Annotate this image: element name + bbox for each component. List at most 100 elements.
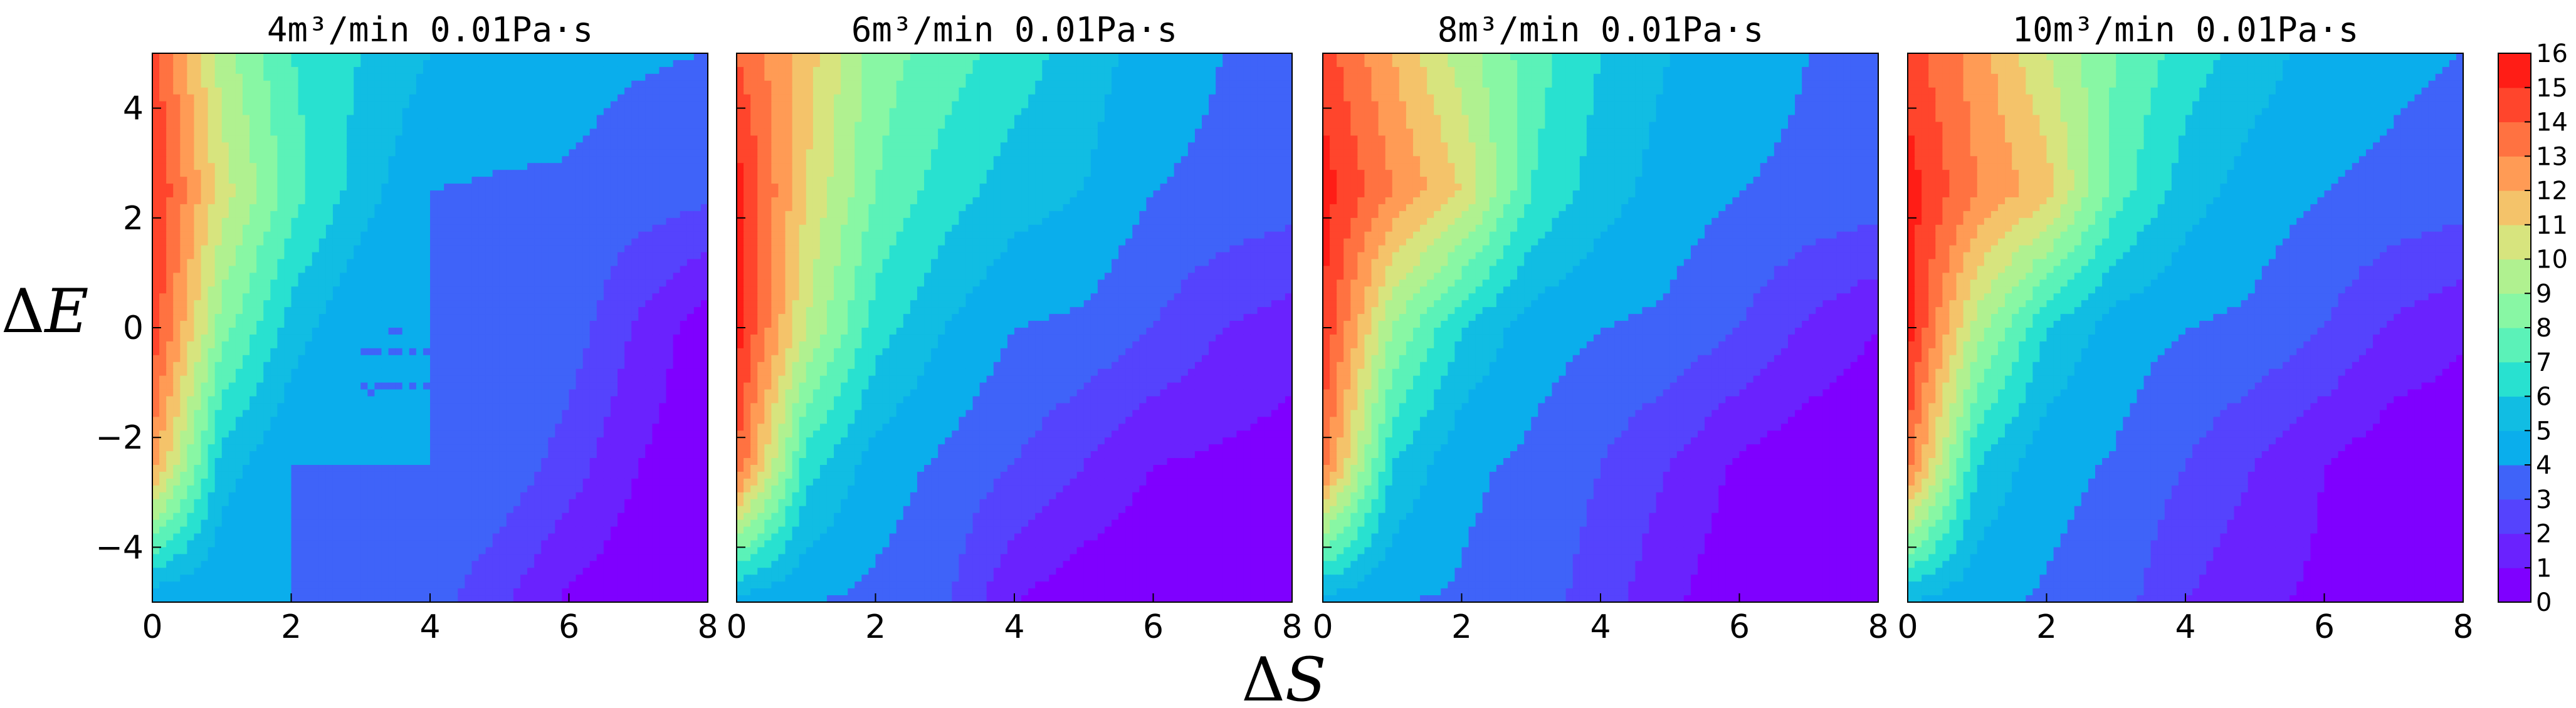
- contour-cell: [256, 190, 265, 198]
- contour-cell: [187, 163, 195, 171]
- contour-cell: [347, 142, 355, 150]
- contour-cell: [700, 458, 708, 466]
- contour-cell: [250, 60, 258, 68]
- contour-cell: [576, 128, 584, 137]
- contour-cell: [444, 217, 452, 226]
- contour-cell: [700, 53, 708, 61]
- contour-cell: [582, 60, 591, 68]
- contour-cell: [298, 259, 306, 267]
- contour-cell: [187, 115, 195, 123]
- contour-cell: [541, 128, 549, 137]
- contour-cell: [194, 217, 202, 226]
- contour-cell: [700, 273, 708, 281]
- contour-cell: [562, 430, 570, 439]
- contour-cell: [173, 403, 181, 411]
- contour-cell: [250, 273, 258, 281]
- contour-cell: [381, 389, 389, 397]
- contour-cell: [416, 245, 424, 253]
- contour-cell: [485, 382, 493, 390]
- contour-cell: [541, 87, 549, 95]
- contour-cell: [354, 328, 362, 335]
- contour-cell: [666, 348, 674, 356]
- contour-cell: [235, 328, 243, 335]
- contour-cell: [513, 279, 521, 288]
- contour-cell: [589, 224, 597, 232]
- contour-cell: [680, 334, 688, 342]
- contour-cell: [360, 53, 369, 61]
- contour-cell: [180, 53, 188, 61]
- contour-cell: [187, 108, 195, 116]
- contour-cell: [506, 362, 514, 370]
- contour-cell: [347, 396, 355, 404]
- contour-cell: [569, 252, 577, 260]
- contour-cell: [298, 403, 306, 411]
- contour-cell: [318, 60, 327, 68]
- contour-cell: [263, 471, 271, 479]
- contour-cell: [693, 307, 702, 315]
- contour-cell: [645, 273, 653, 281]
- contour-cell: [423, 362, 431, 370]
- contour-cell: [298, 273, 306, 281]
- contour-cell: [152, 101, 160, 109]
- contour-cell: [340, 224, 347, 232]
- contour-cell: [548, 259, 556, 267]
- contour-cell: [638, 115, 646, 123]
- contour-cell: [506, 135, 514, 143]
- contour-cell: [610, 128, 618, 137]
- contour-cell: [228, 362, 236, 370]
- contour-cell: [395, 355, 403, 363]
- contour-cell: [194, 197, 202, 205]
- contour-cell: [263, 108, 271, 116]
- contour-cell: [596, 471, 604, 479]
- contour-cell: [582, 341, 591, 349]
- contour-cell: [576, 170, 584, 177]
- contour-cell: [520, 321, 528, 328]
- contour-cell: [555, 108, 563, 116]
- contour-cell: [166, 73, 174, 81]
- contour-cell: [610, 197, 618, 205]
- contour-cell: [201, 478, 209, 486]
- contour-cell: [562, 66, 570, 75]
- contour-cell: [548, 87, 556, 95]
- contour-cell: [166, 259, 174, 267]
- contour-cell: [520, 204, 528, 212]
- contour-cell: [152, 458, 160, 466]
- contour-cell: [312, 266, 320, 274]
- contour-cell: [318, 382, 327, 390]
- contour-cell: [562, 368, 570, 377]
- contour-cell: [221, 403, 229, 411]
- contour-cell: [250, 307, 258, 315]
- contour-cell: [194, 149, 202, 157]
- contour-cell: [485, 87, 493, 95]
- contour-cell: [402, 94, 410, 102]
- contour-cell: [416, 382, 424, 390]
- contour-cell: [603, 307, 611, 315]
- contour-cell: [458, 334, 466, 342]
- contour-cell: [576, 417, 584, 425]
- contour-cell: [492, 135, 500, 143]
- contour-cell: [437, 204, 445, 212]
- contour-cell: [659, 190, 667, 198]
- contour-cell: [437, 314, 445, 321]
- contour-cell: [458, 465, 466, 472]
- contour-cell: [673, 451, 681, 459]
- contour-cell: [187, 437, 195, 445]
- contour-cell: [367, 437, 376, 445]
- contour-cell: [686, 190, 695, 198]
- contour-cell: [201, 115, 209, 123]
- contour-cell: [256, 259, 265, 267]
- contour-cell: [499, 177, 507, 184]
- contour-cell: [686, 245, 695, 253]
- contour-cell: [291, 321, 299, 328]
- contour-cell: [228, 430, 236, 439]
- contour-cell: [471, 156, 480, 164]
- contour-cell: [451, 217, 459, 226]
- contour-cell: [263, 382, 271, 390]
- contour-cell: [471, 465, 480, 472]
- contour-cell: [152, 389, 160, 397]
- contour-cell: [576, 80, 584, 88]
- contour-cell: [458, 197, 466, 205]
- contour-cell: [201, 410, 209, 418]
- contour-cell: [159, 115, 167, 123]
